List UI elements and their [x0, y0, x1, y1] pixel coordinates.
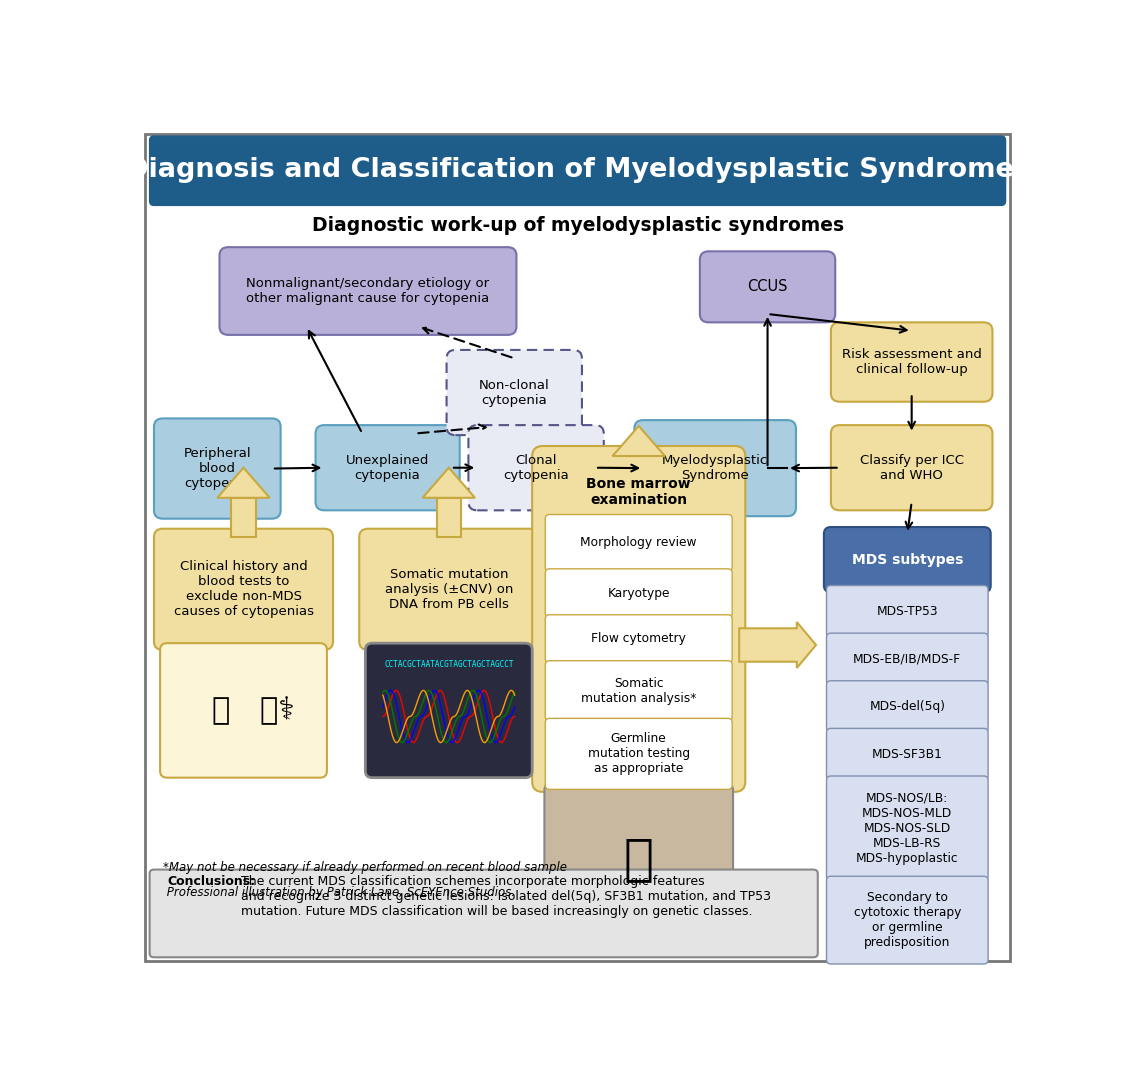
Text: CCTACGCTAATACGTAGCTAGCTAGCCT: CCTACGCTAATACGTAGCTAGCTAGCCT [384, 661, 514, 669]
Text: 🔬: 🔬 [623, 835, 654, 883]
Text: Morphology review: Morphology review [580, 536, 696, 549]
Text: Unexplained
cytopenia: Unexplained cytopenia [346, 454, 429, 482]
Text: Risk assessment and
clinical follow-up: Risk assessment and clinical follow-up [842, 348, 982, 376]
Text: Bone marrow
examination: Bone marrow examination [586, 477, 691, 507]
FancyBboxPatch shape [831, 322, 993, 401]
FancyBboxPatch shape [365, 643, 532, 778]
Text: MDS subtypes: MDS subtypes [852, 552, 962, 566]
FancyBboxPatch shape [545, 661, 733, 720]
FancyBboxPatch shape [545, 615, 733, 663]
Text: Secondary to
cytotoxic therapy
or germline
predisposition: Secondary to cytotoxic therapy or germli… [853, 891, 961, 949]
Text: Clinical history and
blood tests to
exclude non-MDS
causes of cytopenias: Clinical history and blood tests to excl… [174, 560, 313, 618]
Polygon shape [231, 498, 256, 537]
Text: Peripheral
blood
cytopenia: Peripheral blood cytopenia [184, 447, 251, 490]
Polygon shape [423, 468, 474, 498]
FancyBboxPatch shape [545, 514, 733, 572]
Polygon shape [436, 498, 461, 537]
Text: Conclusions:: Conclusions: [167, 876, 255, 889]
FancyBboxPatch shape [544, 783, 733, 935]
FancyBboxPatch shape [154, 419, 281, 519]
FancyBboxPatch shape [831, 425, 993, 510]
FancyBboxPatch shape [826, 586, 988, 637]
FancyArrow shape [739, 622, 816, 668]
Text: *May not be necessary if already performed on recent blood sample: *May not be necessary if already perform… [162, 861, 567, 875]
Text: MDS-TP53: MDS-TP53 [877, 605, 938, 618]
FancyBboxPatch shape [220, 247, 516, 335]
FancyBboxPatch shape [826, 634, 988, 685]
FancyBboxPatch shape [316, 425, 460, 510]
Text: Nonmalignant/secondary etiology or
other malignant cause for cytopenia: Nonmalignant/secondary etiology or other… [247, 277, 489, 305]
Text: Flow cytometry: Flow cytometry [592, 633, 686, 646]
FancyBboxPatch shape [826, 877, 988, 963]
Text: CCUS: CCUS [747, 279, 788, 294]
Text: MDS-del(5q): MDS-del(5q) [869, 700, 946, 713]
FancyBboxPatch shape [635, 420, 796, 516]
FancyBboxPatch shape [154, 528, 334, 650]
Polygon shape [218, 468, 269, 498]
Text: 👴: 👴 [212, 695, 230, 725]
Text: The current MDS classification schemes incorporate morphologic features
and reco: The current MDS classification schemes i… [241, 876, 771, 918]
Text: Clonal
cytopenia: Clonal cytopenia [504, 454, 569, 482]
Text: Myelodysplastic
Syndrome: Myelodysplastic Syndrome [662, 455, 769, 482]
FancyBboxPatch shape [150, 136, 1005, 205]
FancyBboxPatch shape [145, 135, 1010, 961]
Text: Classify per ICC
and WHO: Classify per ICC and WHO [860, 454, 964, 482]
Text: Non-clonal
cytopenia: Non-clonal cytopenia [479, 379, 550, 407]
Text: Somatic mutation
analysis (±CNV) on
DNA from PB cells: Somatic mutation analysis (±CNV) on DNA … [384, 567, 513, 611]
Text: Professional illustration by Patrick Lane, ScEYEnce Studios.: Professional illustration by Patrick Lan… [162, 886, 515, 899]
FancyBboxPatch shape [700, 252, 835, 322]
Text: Diagnostic work-up of myelodysplastic syndromes: Diagnostic work-up of myelodysplastic sy… [311, 216, 844, 235]
FancyBboxPatch shape [826, 728, 988, 780]
Text: Karyotype: Karyotype [607, 587, 669, 600]
Text: MDS-EB/IB/MDS-F: MDS-EB/IB/MDS-F [853, 652, 961, 665]
FancyBboxPatch shape [446, 350, 582, 435]
FancyBboxPatch shape [150, 869, 818, 957]
Text: MDS-NOS/LB:
MDS-NOS-MLD
MDS-NOS-SLD
MDS-LB-RS
MDS-hypoplastic: MDS-NOS/LB: MDS-NOS-MLD MDS-NOS-SLD MDS-… [857, 792, 959, 865]
Text: 👩‍⚕️: 👩‍⚕️ [259, 695, 294, 725]
FancyBboxPatch shape [469, 425, 604, 510]
FancyBboxPatch shape [826, 776, 988, 880]
FancyBboxPatch shape [360, 528, 539, 650]
FancyBboxPatch shape [824, 527, 991, 592]
Polygon shape [613, 426, 665, 456]
Text: Somatic
mutation analysis*: Somatic mutation analysis* [582, 677, 696, 705]
Text: MDS-SF3B1: MDS-SF3B1 [872, 748, 943, 761]
FancyBboxPatch shape [826, 680, 988, 732]
FancyBboxPatch shape [160, 643, 327, 778]
FancyBboxPatch shape [545, 569, 733, 617]
Text: Diagnosis and Classification of Myelodysplastic Syndromes: Diagnosis and Classification of Myelodys… [125, 157, 1030, 183]
Text: Germline
mutation testing
as appropriate: Germline mutation testing as appropriate [587, 732, 690, 776]
FancyBboxPatch shape [532, 446, 745, 792]
FancyBboxPatch shape [545, 718, 733, 790]
